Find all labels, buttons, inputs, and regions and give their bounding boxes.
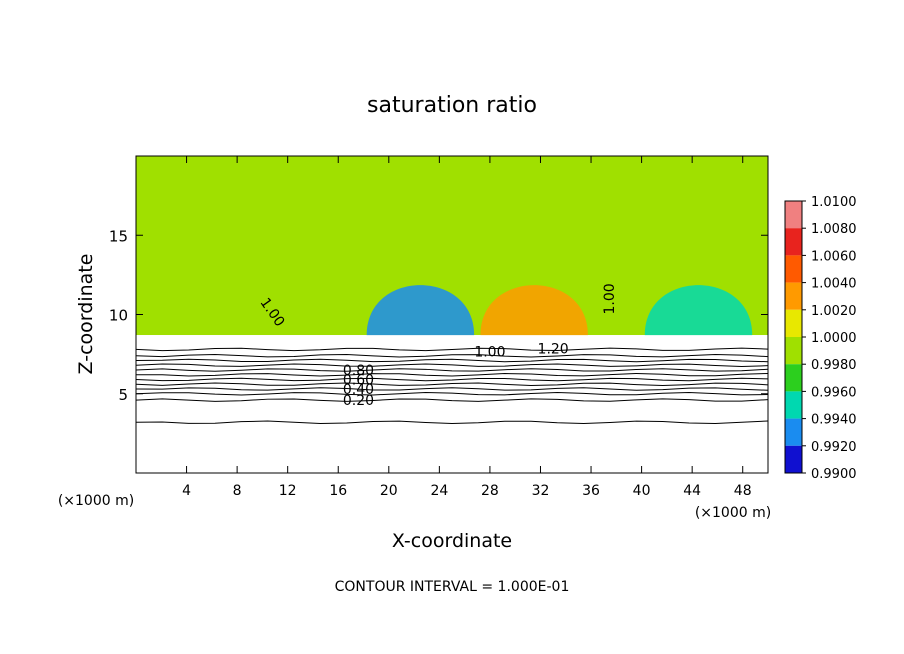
x-tick-label: 20 xyxy=(380,483,398,499)
contour-line-11 xyxy=(136,398,768,402)
contour-label-6: 0.60 xyxy=(343,372,374,388)
contour-label-4: 1.20 xyxy=(538,342,569,358)
field-below-cloud-base xyxy=(136,335,768,473)
x-tick-label: 4 xyxy=(182,483,191,499)
field-column-2 xyxy=(480,285,588,336)
x-axis-unit-left: (×1000 m) xyxy=(58,493,134,509)
plot-area: 1.00 1.001.00 1.200.800.600.400.20 xyxy=(135,155,769,474)
x-tick-label: 28 xyxy=(481,483,499,499)
colorbar-swatch xyxy=(785,445,802,473)
y-axis: 5 10 15 xyxy=(109,227,768,404)
x-axis-label: X-coordinate xyxy=(392,530,512,552)
chart-title: saturation ratio xyxy=(367,93,537,118)
contour-line-9 xyxy=(136,387,768,391)
x-tick-label: 8 xyxy=(233,483,242,499)
x-tick-label: 12 xyxy=(279,483,297,499)
colorbar-swatch xyxy=(785,255,802,283)
colorbar-label: 0.9900 xyxy=(811,467,857,482)
colorbar-label: 0.9920 xyxy=(811,440,857,455)
colorbar-label: 1.0100 xyxy=(811,195,857,210)
colorbar-swatch xyxy=(785,418,802,446)
y-axis-label: Z-coordinate xyxy=(75,254,97,375)
x-tick-label: 36 xyxy=(582,483,600,499)
x-tick-label: 48 xyxy=(734,483,752,499)
contour-label-2: 1.00 xyxy=(602,283,618,314)
contour-labels: 1.00 1.001.00 1.200.800.600.400.20 xyxy=(257,283,618,409)
contour-line-10 xyxy=(136,391,768,396)
contour-line-4 xyxy=(136,363,768,367)
colorbar-label: 0.9980 xyxy=(811,358,857,373)
colorbar-swatch xyxy=(785,282,802,310)
x-tick-label: 32 xyxy=(532,483,550,499)
saturation-field xyxy=(136,156,768,473)
colorbar-swatch xyxy=(785,364,802,392)
colorbar-label: 1.0060 xyxy=(811,249,857,264)
colorbar-label: 1.0020 xyxy=(811,304,857,319)
x-axis-unit-right: (×1000 m) xyxy=(695,505,771,521)
x-tick-label: 24 xyxy=(430,483,448,499)
colorbar-label: 0.9960 xyxy=(811,385,857,400)
x-tick-label: 16 xyxy=(329,483,347,499)
colorbar-swatch xyxy=(785,337,802,365)
colorbar-swatch xyxy=(785,309,802,337)
colorbar-swatch xyxy=(785,201,802,229)
field-column-1 xyxy=(366,285,475,336)
contour-line-8 xyxy=(136,382,768,387)
colorbar-label: 1.0040 xyxy=(811,277,857,292)
contour-interval-note: CONTOUR INTERVAL = 1.000E-01 xyxy=(335,579,570,595)
contour-line-12 xyxy=(136,420,768,425)
y-tick-label: 5 xyxy=(118,386,128,404)
contour-line-3 xyxy=(136,358,768,363)
colorbar-swatch xyxy=(785,228,802,256)
colorbar-label: 1.0000 xyxy=(811,331,857,346)
colorbar: 1.0100 1.0080 1.0060 1.0040 1.0020 1.0000 0.99… xyxy=(784,195,857,482)
colorbar-swatch xyxy=(785,391,802,419)
x-tick-label: 44 xyxy=(683,483,701,499)
contour-line-7 xyxy=(136,377,768,382)
colorbar-label: 0.9940 xyxy=(811,413,857,428)
colorbar-label: 1.0080 xyxy=(811,222,857,237)
contour-line-6 xyxy=(136,372,768,377)
x-tick-label: 40 xyxy=(633,483,651,499)
contour-label-8: 0.20 xyxy=(343,393,374,409)
contour-line-1 xyxy=(136,347,768,352)
y-tick-label: 10 xyxy=(109,307,128,325)
contour-label-5: 0.80 xyxy=(343,363,374,379)
contour-label-3: 1.00 xyxy=(474,345,505,361)
contour-line-5 xyxy=(136,368,768,372)
y-tick-label: 15 xyxy=(109,227,128,245)
x-axis: 4 8 12 16 20 24 28 32 36 40 44 48 xyxy=(182,156,752,499)
contour-line-2 xyxy=(136,353,768,358)
contour-label-7: 0.40 xyxy=(343,382,374,398)
field-column-3 xyxy=(644,285,753,336)
contour-lines xyxy=(136,347,768,425)
